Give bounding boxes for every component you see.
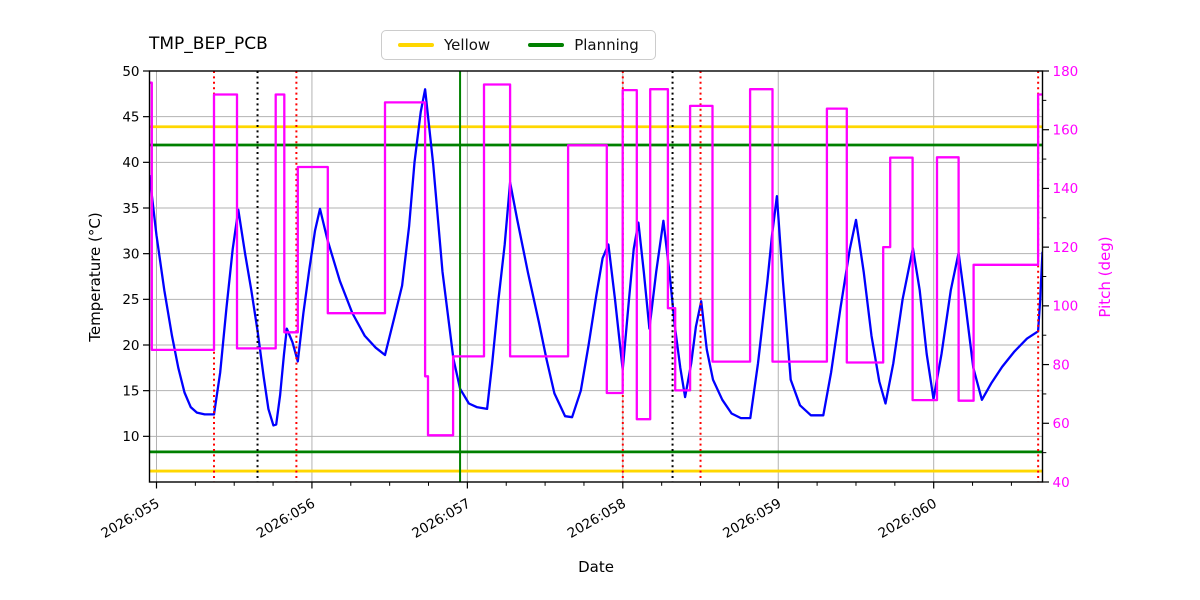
y-right-tick-label: 80 <box>1053 357 1070 373</box>
y-left-tick-label: 10 <box>122 429 139 445</box>
legend-label-planning: Planning <box>574 36 639 54</box>
y-right-tick-label: 180 <box>1053 64 1079 80</box>
temperature-line <box>149 88 1043 427</box>
y-left-tick-label: 50 <box>122 64 139 80</box>
x-axis-label: Date <box>578 558 614 576</box>
y-left-tick-label: 45 <box>122 109 139 125</box>
x-tick-label: 2026:057 <box>409 496 473 542</box>
x-tick-label: 2026:059 <box>720 496 784 542</box>
y-left-tick-label: 35 <box>122 201 139 217</box>
y-right-tick-label: 140 <box>1053 181 1079 197</box>
legend: Yellow Planning <box>381 30 656 60</box>
x-tick-label: 2026:058 <box>565 496 629 542</box>
y-right-tick-label: 60 <box>1053 416 1070 432</box>
y-left-tick-label: 15 <box>122 383 139 399</box>
y-left-tick-label: 25 <box>122 292 139 308</box>
y-right-tick-label: 100 <box>1053 299 1079 315</box>
legend-label-yellow: Yellow <box>444 36 491 54</box>
planning-line-swatch <box>528 43 565 47</box>
y-left-tick-label: 20 <box>122 338 139 354</box>
legend-item-yellow: Yellow <box>398 36 490 54</box>
y-left-tick-label: 30 <box>122 246 139 262</box>
x-tick-label: 2026:060 <box>876 496 940 542</box>
y-right-axis-label: Pitch (deg) <box>1096 236 1114 318</box>
yellow-line-swatch <box>398 43 434 47</box>
y-right-tick-label: 40 <box>1053 475 1070 491</box>
x-tick-label: 2026:056 <box>254 496 318 542</box>
x-tick-label: 2026:055 <box>98 496 162 542</box>
chart-title: TMP_BEP_PCB <box>149 34 268 54</box>
legend-item-planning: Planning <box>528 36 639 54</box>
y-right-tick-label: 120 <box>1053 240 1079 256</box>
y-right-tick-label: 160 <box>1053 123 1079 139</box>
pitch-line <box>149 81 1043 437</box>
y-left-tick-label: 40 <box>122 155 139 171</box>
y-left-axis-label: Temperature (°C) <box>86 212 104 342</box>
